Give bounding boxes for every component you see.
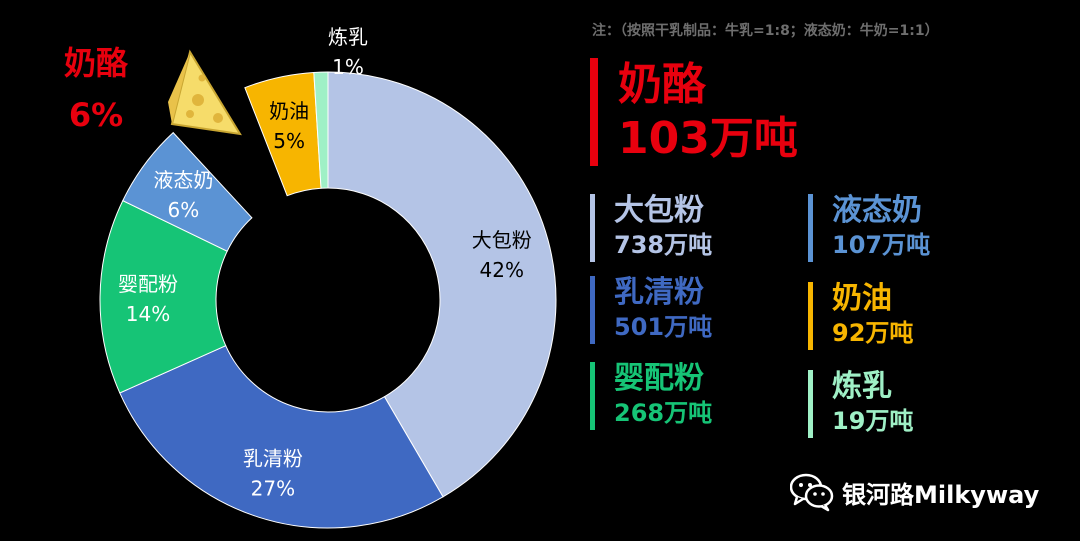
legend-name: 炼乳 <box>832 369 892 404</box>
legend-item: 大包粉 738万吨 <box>590 193 830 268</box>
slice-label: 炼乳 <box>328 25 368 49</box>
legend-color-bar <box>590 276 595 344</box>
slice-label: 乳清粉 <box>243 446 303 470</box>
legend-item: 奶油 92万吨 <box>808 281 1048 356</box>
slice-label: 大包粉 <box>472 228 532 252</box>
slice-value-label: 27% <box>251 476 295 500</box>
legend-name: 乳清粉 <box>614 275 704 310</box>
cheese-icon <box>168 49 242 136</box>
legend-color-bar <box>808 282 813 350</box>
legend-color-bar <box>590 194 595 262</box>
slice-value-label: 1% <box>332 55 364 79</box>
legend-value: 268万吨 <box>614 399 713 427</box>
slice-label: 婴配粉 <box>118 272 178 296</box>
donut-slice <box>122 131 253 252</box>
legend-item: 婴配粉 268万吨 <box>590 361 830 436</box>
legend-color-bar <box>590 362 595 430</box>
slice-value-label: 6% <box>69 96 123 134</box>
donut-slice <box>327 71 557 498</box>
wechat-icon <box>790 473 834 512</box>
slice-value-label: 5% <box>273 129 305 153</box>
legend-value: 501万吨 <box>614 313 713 341</box>
legend-name: 奶油 <box>832 281 892 316</box>
legend-item: 乳清粉 501万吨 <box>590 275 830 350</box>
highlight-value: 103万吨 <box>618 113 798 164</box>
legend-name: 婴配粉 <box>614 361 704 396</box>
donut-slice <box>119 345 444 529</box>
legend-color-bar <box>808 194 813 262</box>
slice-label: 液态奶 <box>153 168 213 192</box>
chart-note: 注：（按照干乳制品：牛乳=1:8；液态奶：牛奶=1:1） <box>592 23 939 39</box>
legend-value: 107万吨 <box>832 231 931 259</box>
slice-value-label: 42% <box>480 258 524 282</box>
watermark: 银河路Milkyway <box>790 472 1039 512</box>
legend-value: 738万吨 <box>614 231 713 259</box>
legend-color-bar <box>808 370 813 438</box>
legend-value: 92万吨 <box>832 319 914 347</box>
legend-item: 炼乳 19万吨 <box>808 369 1048 444</box>
legend-item: 液态奶 107万吨 <box>808 193 1048 268</box>
slice-value-label: 14% <box>126 302 170 326</box>
slice-value-label: 6% <box>168 198 200 222</box>
watermark-text: 银河路Milkyway <box>842 480 1040 509</box>
slice-label: 奶油 <box>269 99 309 123</box>
highlight-name: 奶酪 <box>618 59 706 110</box>
legend-name: 液态奶 <box>832 193 922 228</box>
donut-slice <box>313 71 329 189</box>
highlight-bar <box>590 58 598 166</box>
legend-name: 大包粉 <box>614 193 704 228</box>
slice-label: 奶酪 <box>64 44 129 82</box>
legend-value: 19万吨 <box>832 407 914 435</box>
